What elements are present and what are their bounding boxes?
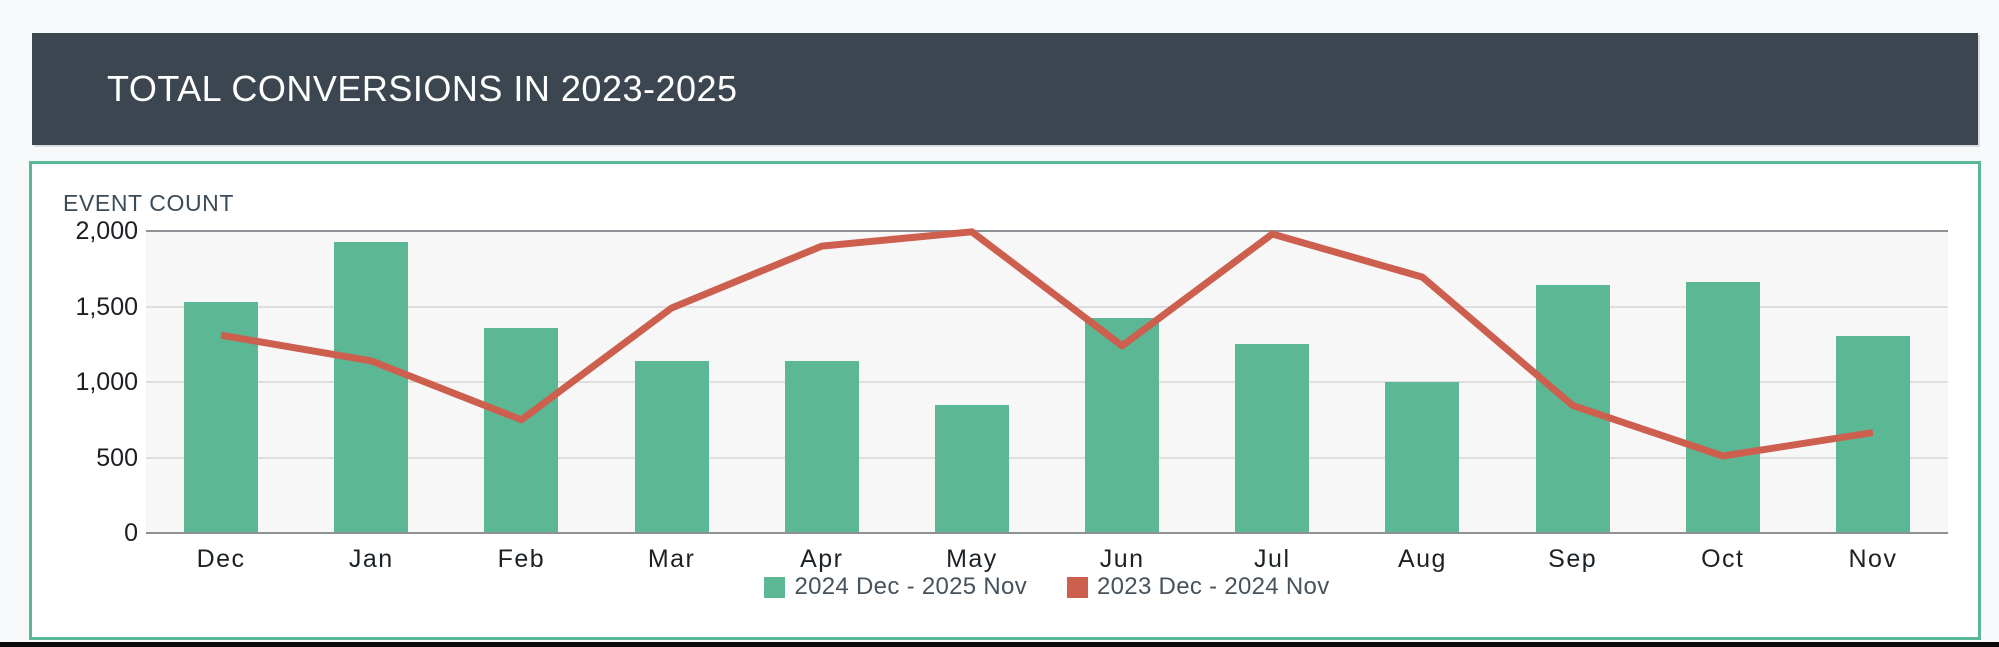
gridline-500	[146, 456, 1948, 459]
x-label-feb: Feb	[497, 545, 546, 573]
legend-label-bar-series: 2024 Dec - 2025 Nov	[794, 573, 1027, 600]
bar-jun[interactable]	[1085, 317, 1160, 533]
line-series	[220, 228, 1874, 460]
bar-may[interactable]	[934, 404, 1009, 533]
x-label-sep: Sep	[1548, 545, 1598, 573]
page-title: TOTAL CONVERSIONS IN 2023-2025	[107, 68, 738, 109]
x-label-dec: Dec	[196, 545, 246, 573]
bottom-edge-bar	[0, 642, 1999, 647]
legend-item-bar-series: 2024 Dec - 2025 Nov	[764, 573, 1027, 601]
bar-jul[interactable]	[1235, 344, 1310, 533]
y-axis-title: EVENT COUNT	[63, 190, 235, 216]
gridline-0	[146, 532, 1948, 534]
y-tick-0: 0	[124, 519, 138, 547]
x-label-nov: Nov	[1848, 545, 1898, 573]
bar-series	[146, 231, 1948, 533]
legend-item-line-series: 2023 Dec - 2024 Nov	[1067, 573, 1330, 601]
x-label-aug: Aug	[1397, 545, 1447, 573]
y-tick-2000: 2,000	[75, 217, 138, 245]
legend-label-line-series: 2023 Dec - 2024 Nov	[1097, 573, 1330, 600]
bar-aug[interactable]	[1385, 382, 1460, 533]
x-axis-labels: Dec Jan Feb Mar Apr May Jun Jul Aug Sep Oct Nov	[146, 542, 1948, 576]
bar-feb[interactable]	[484, 327, 559, 533]
y-tick-500: 500	[96, 443, 138, 472]
y-axis-labels: 2,000 1,500 1,000 500 0	[32, 217, 138, 547]
report-header: TOTAL CONVERSIONS IN 2023-2025	[32, 33, 1978, 145]
y-tick-1500: 1,500	[75, 292, 138, 321]
x-label-may: May	[946, 545, 998, 573]
chart-panel: EVENT COUNT 2,000 1,500 1,000 500 0 Dec Jan Fe…	[29, 161, 1981, 640]
x-label-jan: Jan	[348, 545, 394, 573]
bar-jan[interactable]	[334, 241, 409, 533]
legend-swatch-line-series	[1067, 576, 1088, 598]
gridline-1500	[146, 305, 1948, 308]
gridline-2000	[146, 230, 1948, 232]
bar-oct[interactable]	[1685, 281, 1760, 533]
x-label-jun: Jun	[1099, 545, 1145, 573]
plot-area[interactable]	[146, 228, 1948, 534]
x-label-jul: Jul	[1254, 545, 1291, 573]
x-label-oct: Oct	[1701, 545, 1745, 573]
x-label-mar: Mar	[647, 545, 696, 573]
gridline-1000	[146, 381, 1948, 383]
y-tick-1000: 1,000	[75, 368, 138, 396]
legend: 2024 Dec - 2025 Nov 2023 Dec - 2024 Nov	[146, 572, 1948, 602]
x-label-apr: Apr	[800, 545, 844, 573]
line-path[interactable]	[220, 228, 1874, 460]
legend-swatch-bar-series	[764, 576, 786, 598]
bar-mar[interactable]	[634, 360, 709, 533]
bar-apr[interactable]	[784, 360, 859, 533]
